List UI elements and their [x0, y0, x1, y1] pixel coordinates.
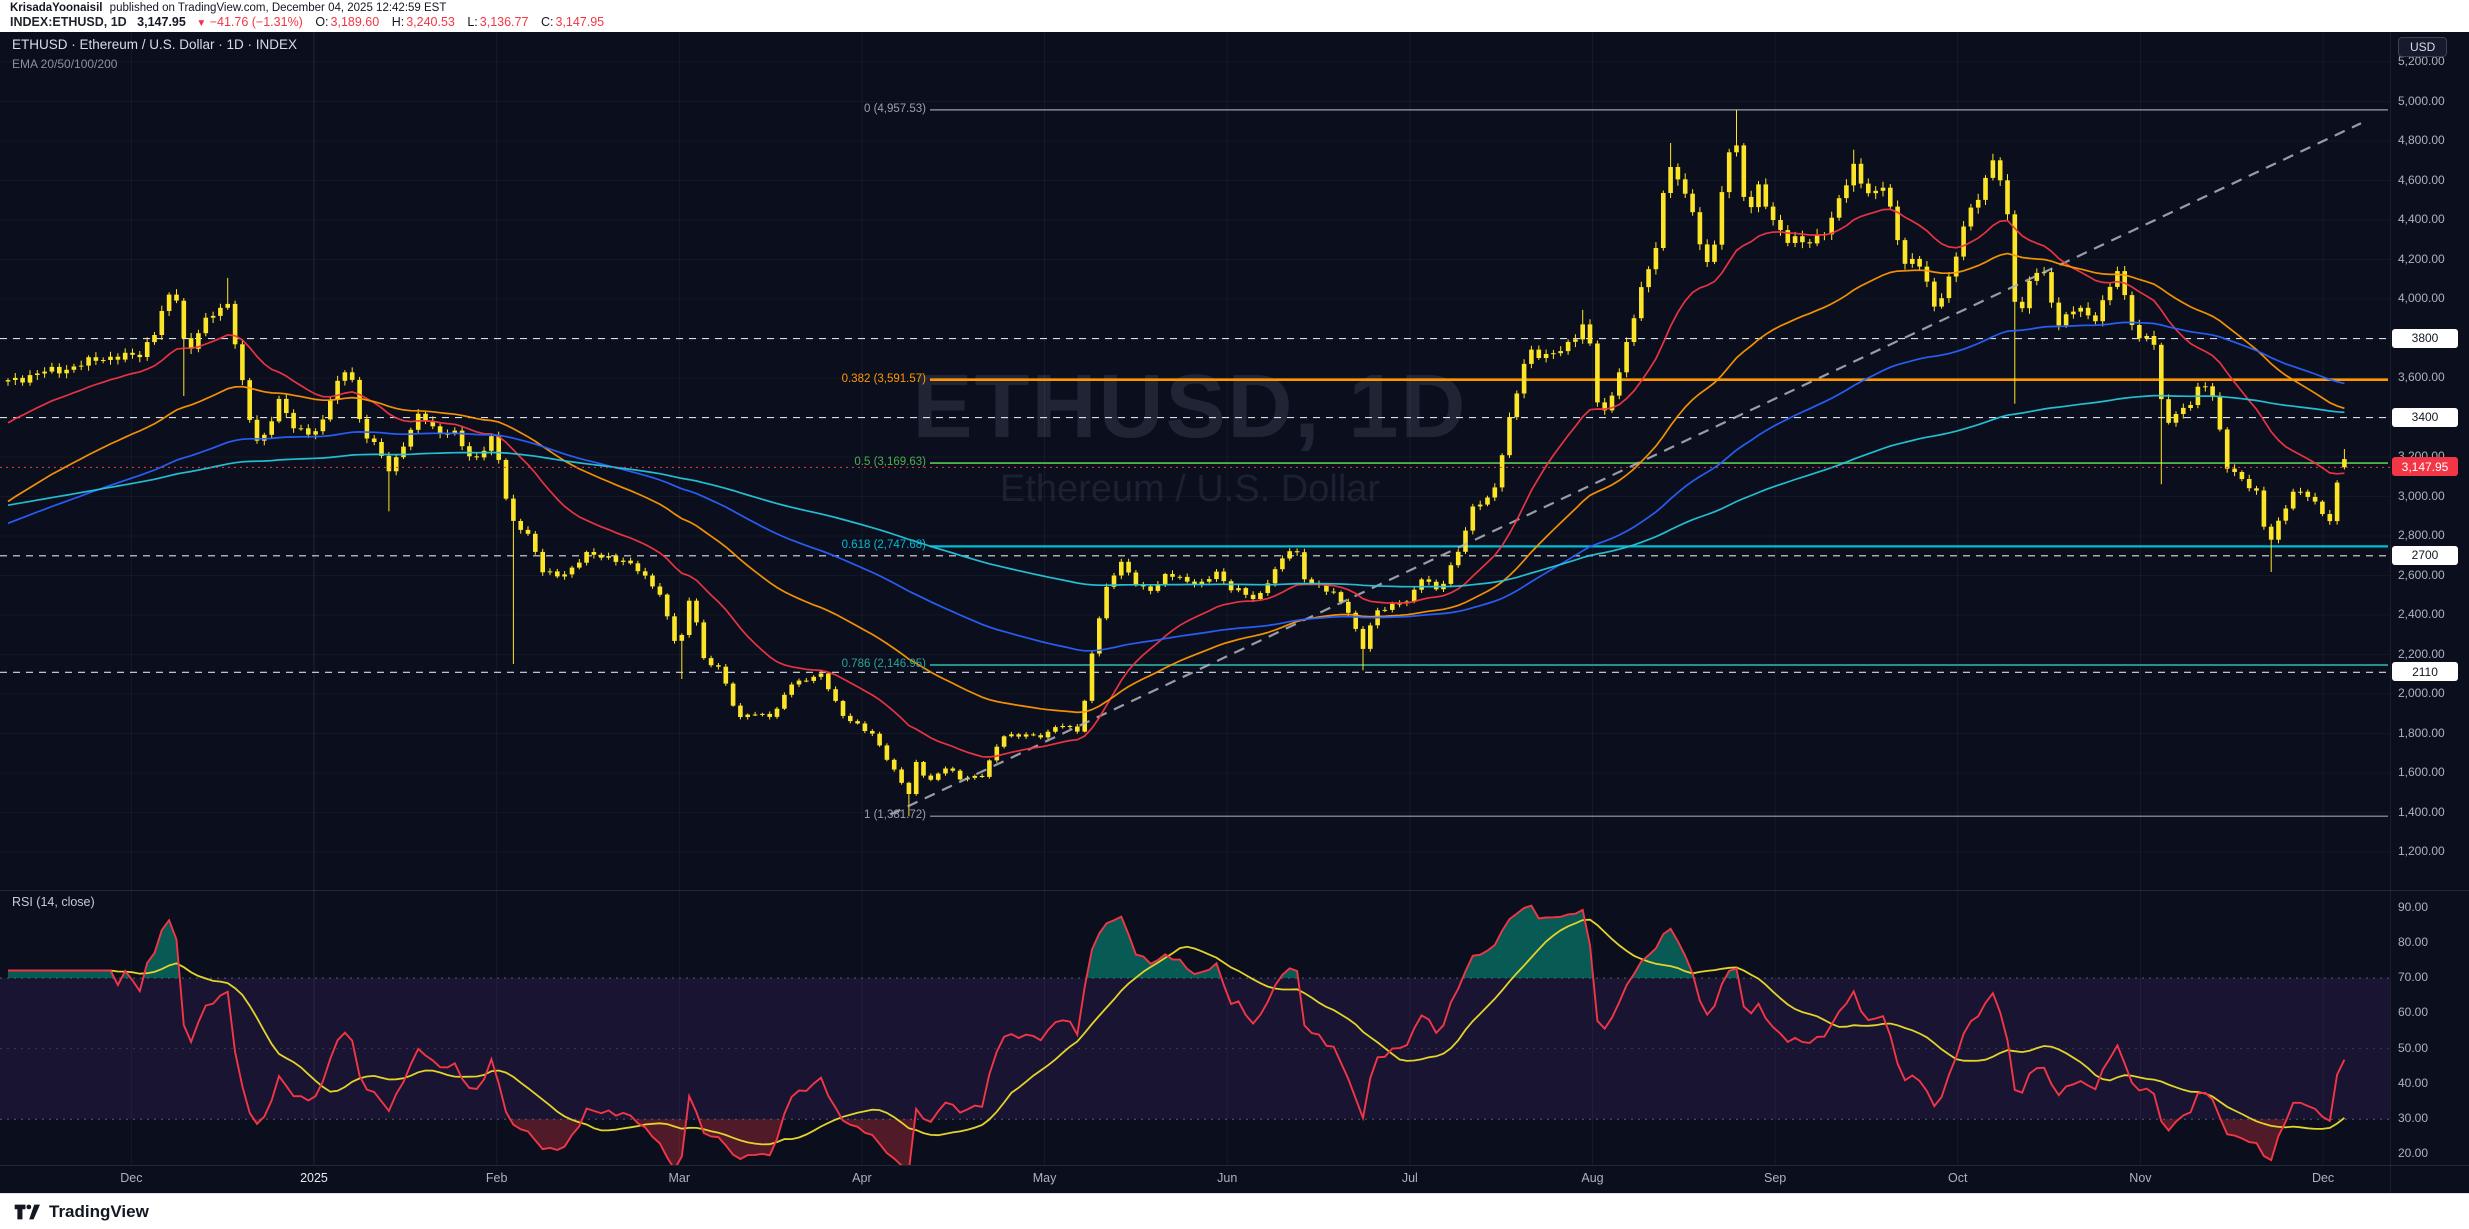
- watermark-title: ETHUSD, 1D: [912, 357, 1468, 457]
- time-axis-label[interactable]: Nov: [2129, 1171, 2152, 1185]
- time-axis-label[interactable]: Dec: [2311, 1171, 2335, 1185]
- fib-level-label[interactable]: 0 (4,957.53): [863, 102, 926, 115]
- rsi-axis-label: 40.00: [2398, 1075, 2429, 1090]
- header: KrisadaYoonaisil published on TradingVie…: [0, 0, 2469, 32]
- price-axis-label: 2,200.00: [2398, 646, 2445, 661]
- rsi-axis-label: 80.00: [2398, 934, 2429, 949]
- price-axis-label: 4,000.00: [2398, 291, 2445, 306]
- price-axis-label: 1,600.00: [2398, 765, 2445, 780]
- price-line-badge[interactable]: 2110: [2392, 662, 2458, 682]
- ema-100-line: [7, 321, 2345, 652]
- time-axis-label[interactable]: Oct: [1948, 1171, 1968, 1185]
- fib-level-label[interactable]: 0.786 (2,146.95): [841, 658, 926, 671]
- price-axis-label: 2,800.00: [2398, 528, 2445, 543]
- price-axis-label: 3,600.00: [2398, 370, 2445, 385]
- price-axis-border: [2390, 32, 2391, 1193]
- price-change: ▼ −41.76 (−1.31%): [196, 15, 303, 29]
- price-axis-label: 4,800.00: [2398, 133, 2445, 148]
- price-axis-label: 4,400.00: [2398, 212, 2445, 227]
- fib-level-label[interactable]: 0.5 (3,169.63): [854, 456, 926, 469]
- watermark-subtitle: Ethereum / U.S. Dollar: [999, 468, 1381, 510]
- low-value: 3,136.77: [479, 15, 529, 29]
- ema-50-line: [7, 252, 2345, 714]
- high-value: 3,240.53: [406, 15, 455, 29]
- close-label: C:: [540, 15, 554, 29]
- change-value: −41.76 (−1.31%): [209, 15, 303, 29]
- time-axis-label[interactable]: Aug: [1581, 1171, 1604, 1185]
- rsi-axis-label: 30.00: [2398, 1111, 2429, 1126]
- byline-author: KrisadaYoonaisil: [10, 2, 103, 14]
- current-price-badge: 3,147.95: [2392, 457, 2458, 477]
- low-label: L:: [467, 15, 478, 29]
- time-axis-label[interactable]: 2025: [300, 1171, 328, 1185]
- symbol-label: INDEX:ETHUSD, 1D: [10, 15, 127, 29]
- byline-text: published on TradingView.com, December 0…: [109, 2, 447, 14]
- price-axis-label: 4,200.00: [2398, 251, 2445, 266]
- time-axis-label[interactable]: Mar: [668, 1171, 691, 1185]
- price-line-badge[interactable]: 2700: [2392, 545, 2458, 565]
- time-axis-label[interactable]: Dec: [120, 1171, 143, 1185]
- price-axis-label: 4,600.00: [2398, 172, 2445, 187]
- fib-level-label[interactable]: 0.618 (2,747.68): [841, 539, 926, 552]
- candlesticks: [5, 109, 2347, 817]
- tradingview-logo-icon[interactable]: [14, 1202, 41, 1222]
- price-axis-label: 1,400.00: [2398, 804, 2445, 819]
- rsi-axis-label: 70.00: [2398, 970, 2429, 985]
- time-axis-label[interactable]: May: [1032, 1171, 1057, 1185]
- pane-separator[interactable]: [0, 890, 2469, 891]
- footer: TradingView: [0, 1193, 2469, 1229]
- rsi-axis-label: 90.00: [2398, 899, 2429, 914]
- price-chart[interactable]: [0, 32, 2390, 890]
- rsi-axis-label: 60.00: [2398, 1005, 2429, 1020]
- down-arrow-icon: ▼: [196, 18, 207, 29]
- time-axis-label[interactable]: Sep: [1764, 1171, 1787, 1185]
- fib-level-label[interactable]: 0.382 (3,591.57): [841, 372, 926, 385]
- currency-badge[interactable]: USD: [2398, 37, 2448, 57]
- time-axis-label[interactable]: Jul: [1401, 1171, 1418, 1185]
- price-axis-label: 2,600.00: [2398, 567, 2445, 582]
- price-axis-label: 1,800.00: [2398, 725, 2445, 740]
- price-axis-label: 5,200.00: [2398, 54, 2445, 69]
- rsi-axis-label: 50.00: [2398, 1040, 2429, 1055]
- high-label: H:: [391, 15, 405, 29]
- rsi-axis-label: 20.00: [2398, 1146, 2429, 1161]
- price-axis-label: 2,000.00: [2398, 686, 2445, 701]
- open-label: O:: [315, 15, 329, 29]
- price-axis-label: 2,400.00: [2398, 607, 2445, 622]
- close-value: 3,147.95: [555, 15, 605, 29]
- rsi-panel-label: RSI (14, close): [12, 895, 95, 909]
- price-axis-label: 3,000.00: [2398, 488, 2445, 503]
- price-axis-label: 5,000.00: [2398, 93, 2445, 108]
- quote-row: INDEX:ETHUSD, 1D 3,147.95 ▼ −41.76 (−1.3…: [10, 15, 2469, 29]
- chart-legend-title: ETHUSD · Ethereum / U.S. Dollar · 1D · I…: [12, 37, 298, 52]
- brand-name[interactable]: TradingView: [49, 1201, 149, 1221]
- trendline: [889, 122, 2362, 816]
- byline: KrisadaYoonaisil published on TradingVie…: [10, 2, 2469, 14]
- chart-background: [0, 32, 2469, 1193]
- ema-200-line: [7, 394, 2345, 588]
- last-price: 3,147.95: [137, 15, 186, 29]
- price-line-badge[interactable]: 3400: [2392, 407, 2458, 427]
- price-line-badge[interactable]: 3800: [2392, 328, 2458, 348]
- chart-legend-indicator: EMA 20/50/100/200: [12, 57, 118, 71]
- ema-20-line: [7, 208, 2345, 758]
- time-axis-label[interactable]: Feb: [485, 1171, 508, 1185]
- time-axis-label[interactable]: Apr: [852, 1171, 872, 1185]
- time-axis-label[interactable]: Jun: [1217, 1171, 1238, 1185]
- fib-level-label[interactable]: 1 (1,381.72): [863, 809, 926, 822]
- open-value: 3,189.60: [330, 15, 380, 29]
- price-axis-label: 1,200.00: [2398, 844, 2445, 859]
- time-axis-separator: [0, 1165, 2469, 1166]
- rsi-chart[interactable]: [0, 890, 2390, 1165]
- rsi-line: [8, 904, 2346, 1165]
